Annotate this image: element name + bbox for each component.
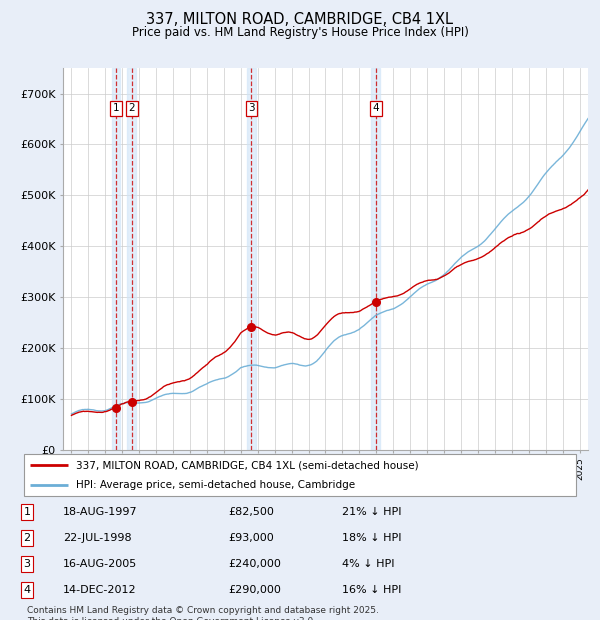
Text: £290,000: £290,000 xyxy=(228,585,281,595)
Text: 14-DEC-2012: 14-DEC-2012 xyxy=(63,585,137,595)
Text: 16-AUG-2005: 16-AUG-2005 xyxy=(63,559,137,569)
Text: Contains HM Land Registry data © Crown copyright and database right 2025.
This d: Contains HM Land Registry data © Crown c… xyxy=(27,606,379,620)
Text: 337, MILTON ROAD, CAMBRIDGE, CB4 1XL: 337, MILTON ROAD, CAMBRIDGE, CB4 1XL xyxy=(146,12,454,27)
Text: 1: 1 xyxy=(113,104,119,113)
Text: 18% ↓ HPI: 18% ↓ HPI xyxy=(342,533,401,543)
FancyBboxPatch shape xyxy=(24,454,576,496)
Text: 337, MILTON ROAD, CAMBRIDGE, CB4 1XL (semi-detached house): 337, MILTON ROAD, CAMBRIDGE, CB4 1XL (se… xyxy=(76,460,419,470)
Bar xyxy=(127,68,136,450)
Text: 21% ↓ HPI: 21% ↓ HPI xyxy=(342,507,401,517)
Text: 3: 3 xyxy=(248,104,255,113)
Text: 1: 1 xyxy=(23,507,31,517)
Text: 22-JUL-1998: 22-JUL-1998 xyxy=(63,533,131,543)
Text: 3: 3 xyxy=(23,559,31,569)
Text: £82,500: £82,500 xyxy=(228,507,274,517)
Bar xyxy=(371,68,380,450)
Text: 4: 4 xyxy=(373,104,379,113)
Bar xyxy=(247,68,256,450)
Text: 18-AUG-1997: 18-AUG-1997 xyxy=(63,507,137,517)
Text: 4: 4 xyxy=(23,585,31,595)
Text: Price paid vs. HM Land Registry's House Price Index (HPI): Price paid vs. HM Land Registry's House … xyxy=(131,26,469,39)
Text: £240,000: £240,000 xyxy=(228,559,281,569)
Text: £93,000: £93,000 xyxy=(228,533,274,543)
Text: 2: 2 xyxy=(128,104,135,113)
Bar xyxy=(112,68,120,450)
Text: 2: 2 xyxy=(23,533,31,543)
Text: 16% ↓ HPI: 16% ↓ HPI xyxy=(342,585,401,595)
Text: 4% ↓ HPI: 4% ↓ HPI xyxy=(342,559,395,569)
Text: HPI: Average price, semi-detached house, Cambridge: HPI: Average price, semi-detached house,… xyxy=(76,480,356,490)
